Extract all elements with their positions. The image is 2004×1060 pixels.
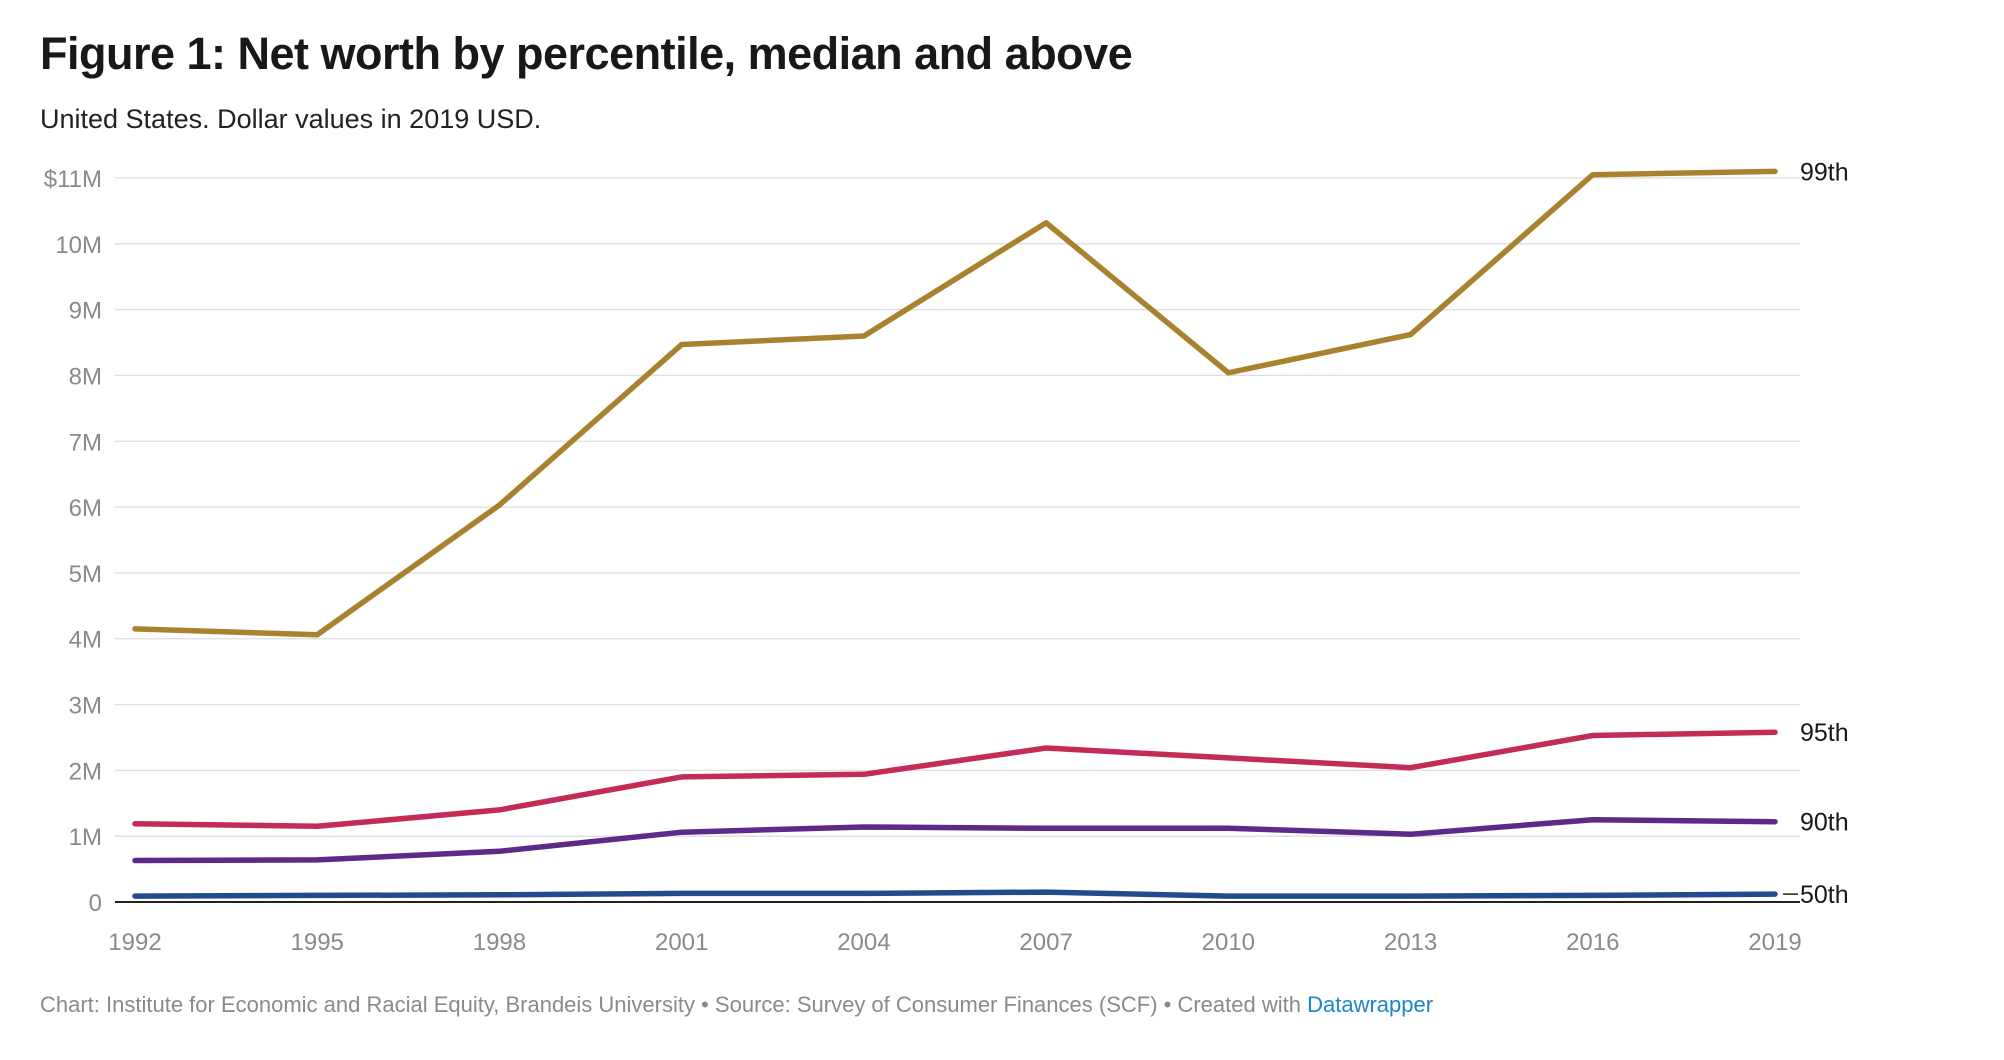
y-tick-label: 9M (69, 298, 102, 325)
line-chart: 0 1M 2M 3M 4M 5M 6M 7M 8M 9M 10M $11M 1992 1995 1998 2… (44, 158, 1849, 956)
footer-separator: • (694, 992, 715, 1017)
y-tick-label: 5M (69, 561, 102, 588)
x-tick-label: 1992 (108, 929, 161, 956)
x-tick-label: 2013 (1384, 929, 1437, 956)
series-line-95th (132, 729, 1778, 830)
series-end-labels: 99th 95th 90th 50th (1783, 158, 1849, 909)
x-tick-label: 1995 (291, 929, 344, 956)
y-tick-label: 7M (69, 429, 102, 456)
series-line-99th (132, 168, 1778, 638)
x-tick-label: 2010 (1202, 929, 1255, 956)
chart-footer: Chart: Institute for Economic and Racial… (40, 992, 1433, 1018)
created-with: Created with (1177, 992, 1308, 1017)
x-tick-label: 2004 (837, 929, 890, 956)
y-axis-ticks: 0 1M 2M 3M 4M 5M 6M 7M 8M 9M 10M $11M (44, 166, 102, 917)
grid-lines (115, 177, 1800, 903)
datawrapper-link[interactable]: Datawrapper (1307, 992, 1434, 1017)
y-tick-label: 2M (69, 758, 102, 785)
y-tick-label: 1M (69, 824, 102, 851)
x-tick-label: 2007 (1019, 929, 1072, 956)
series-line-50th (132, 889, 1778, 899)
y-tick-label: $11M (44, 166, 102, 193)
chart-source: Source: Survey of Consumer Finances (SCF… (714, 992, 1158, 1017)
x-axis-ticks: 1992 1995 1998 2001 2004 2007 2010 2013 2016 2019 (108, 929, 1801, 956)
y-tick-label: 10M (55, 232, 102, 259)
y-tick-label: 6M (69, 495, 102, 522)
x-tick-label: 2001 (655, 929, 708, 956)
y-tick-label: 0 (89, 890, 102, 917)
y-tick-label: 3M (69, 693, 102, 720)
x-tick-label: 2016 (1566, 929, 1619, 956)
series-line-90th (132, 816, 1778, 864)
series-label-90th: 90th (1800, 809, 1849, 837)
series-label-99th: 99th (1800, 158, 1849, 186)
footer-separator: • (1157, 992, 1178, 1017)
y-tick-label: 4M (69, 627, 102, 654)
chart-subtitle: United States. Dollar values in 2019 USD… (40, 104, 542, 134)
chart-credit: Chart: Institute for Economic and Racial… (40, 992, 695, 1017)
x-tick-label: 2019 (1748, 929, 1801, 956)
chart-title: Figure 1: Net worth by percentile, media… (40, 28, 1133, 79)
series-label-50th: 50th (1800, 881, 1849, 909)
series-lines (132, 168, 1778, 899)
series-label-95th: 95th (1800, 719, 1849, 747)
y-tick-label: 8M (69, 363, 102, 390)
x-tick-label: 1998 (473, 929, 526, 956)
